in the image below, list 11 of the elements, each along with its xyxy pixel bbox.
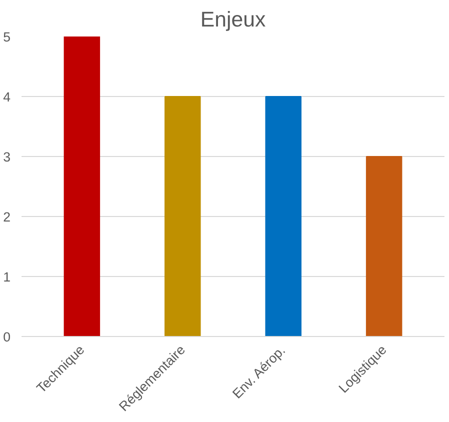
y-tick-label: 5 <box>3 30 11 44</box>
y-tick-label: 3 <box>3 150 11 164</box>
bar <box>164 96 201 336</box>
chart-title: Enjeux <box>200 8 266 32</box>
bar <box>64 36 100 336</box>
y-tick-label: 1 <box>3 270 11 284</box>
bar <box>265 96 302 336</box>
y-tick-label: 4 <box>3 90 12 104</box>
y-tick-label: 2 <box>3 210 11 224</box>
bar <box>366 156 402 336</box>
y-tick-label: 0 <box>3 330 11 344</box>
